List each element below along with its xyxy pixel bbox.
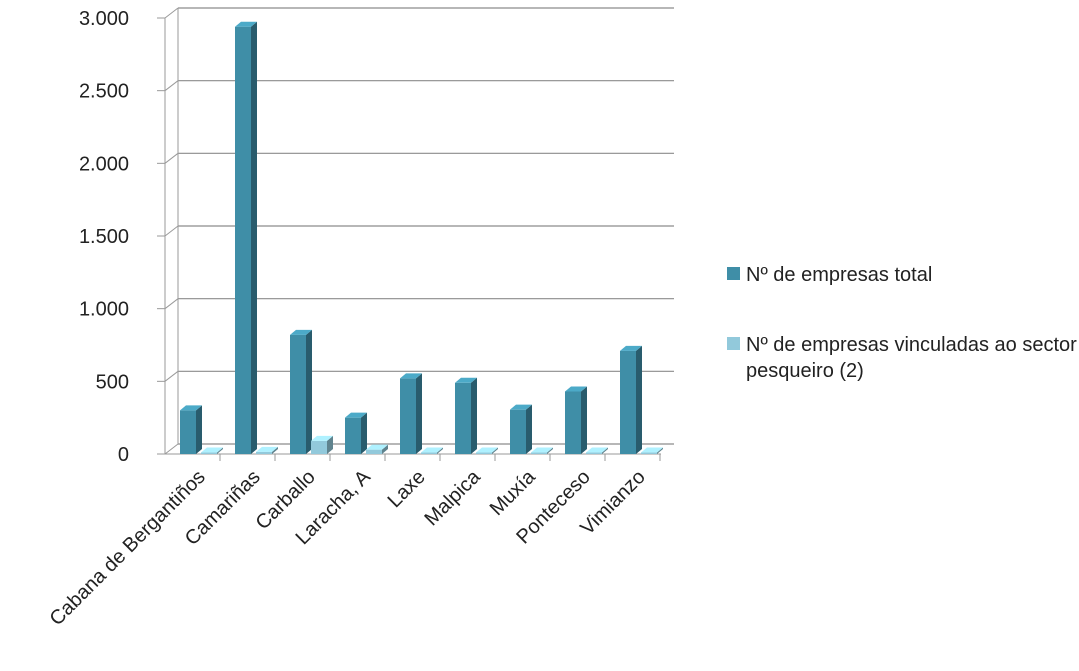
bar-fishing (586, 447, 608, 454)
gridline-side (164, 298, 179, 310)
gridline-side (164, 7, 179, 19)
bar-top (400, 373, 422, 379)
legend-swatch-fishing (727, 337, 740, 350)
bar-top (586, 447, 608, 453)
bar-fishing (641, 447, 663, 454)
y-tick-label: 2.000 (79, 153, 129, 175)
bar-total (290, 329, 312, 454)
bar-total (565, 386, 587, 454)
bar-front (366, 449, 382, 454)
bar-side (196, 405, 202, 454)
bar-fishing (421, 447, 443, 454)
bar-front (565, 391, 581, 454)
bar-fishing (366, 444, 388, 454)
bar-total (455, 377, 477, 454)
bar-top (531, 447, 553, 453)
bar-top (290, 329, 312, 335)
bar-total (235, 21, 257, 454)
bar-side (416, 373, 422, 454)
bar-top (421, 447, 443, 453)
x-tick-label: Laxe (384, 466, 430, 512)
bar-side (251, 21, 257, 454)
bar-front (290, 334, 306, 454)
bar-front (311, 440, 327, 454)
bar-side (657, 447, 663, 454)
bar-fishing (311, 435, 333, 454)
bar-side (306, 329, 312, 454)
bar-top (565, 386, 587, 392)
bar-side (382, 444, 388, 454)
bar-top (256, 446, 278, 452)
bar-top (201, 447, 223, 453)
bar-front (345, 417, 361, 454)
bar-side (581, 386, 587, 454)
bar-top (345, 412, 367, 418)
bar-side (437, 447, 443, 454)
y-tick-label: 2.500 (79, 81, 129, 103)
bar-front (180, 410, 196, 454)
bar-fishing (256, 446, 278, 454)
bar-front (455, 382, 471, 454)
bar-front (400, 378, 416, 454)
bar-side (327, 435, 333, 454)
bar-total (180, 405, 202, 454)
legend-item-fishing: Nº de empresas vinculadas ao sector pesq… (727, 332, 1077, 384)
bar-fishing (531, 447, 553, 454)
bar-front (476, 452, 492, 454)
bar-side (272, 446, 278, 454)
bar-front (620, 350, 636, 454)
bar-side (602, 447, 608, 454)
y-tick-label: 500 (96, 371, 129, 393)
bar-front (531, 452, 547, 454)
bar-side (471, 377, 477, 454)
bar-fishing (476, 447, 498, 454)
gridline-side (164, 225, 179, 237)
bar-front (421, 452, 437, 454)
bar-top (311, 435, 333, 441)
bar-top (455, 377, 477, 383)
y-tick-label: 1.000 (79, 299, 129, 321)
bar-front (510, 409, 526, 454)
bar-top (235, 21, 257, 27)
y-tick-label: 1.500 (79, 226, 129, 248)
bar-front (586, 452, 602, 454)
bar-total (510, 404, 532, 454)
legend-label-total: Nº de empresas total (746, 264, 933, 286)
bar-side (492, 447, 498, 454)
bar-front (256, 451, 272, 454)
legend-swatch-total (727, 267, 740, 280)
gridline-side (164, 80, 179, 92)
bar-side (361, 412, 367, 454)
bar-top (366, 444, 388, 450)
legend-item-total: Nº de empresas total (727, 262, 1077, 288)
bar-front (235, 26, 251, 454)
bar-total (400, 373, 422, 454)
bar-side (217, 447, 223, 454)
gridline-side (164, 443, 179, 455)
gridline-side (164, 370, 179, 382)
bar-top (641, 447, 663, 453)
gridline-side (164, 152, 179, 164)
y-tick-label: 3.000 (79, 8, 129, 30)
y-tick-label: 0 (118, 444, 129, 466)
bar-top (620, 345, 642, 351)
bar-top (476, 447, 498, 453)
bar-front (641, 452, 657, 454)
x-tick-label: Cabana de Bergantiños (46, 466, 210, 630)
bar-side (636, 345, 642, 454)
bar-total (620, 345, 642, 454)
bar-total (345, 412, 367, 454)
bar-side (547, 447, 553, 454)
bar-side (526, 404, 532, 454)
bar-fishing (201, 447, 223, 454)
legend-label-fishing: Nº de empresas vinculadas ao sector pesq… (746, 334, 1077, 382)
bar-top (510, 404, 532, 410)
x-tick-label: Malpica (420, 465, 485, 530)
bar-front (201, 452, 217, 454)
bar-top (180, 405, 202, 411)
chart-legend: Nº de empresas total Nº de empresas vinc… (727, 262, 1077, 428)
